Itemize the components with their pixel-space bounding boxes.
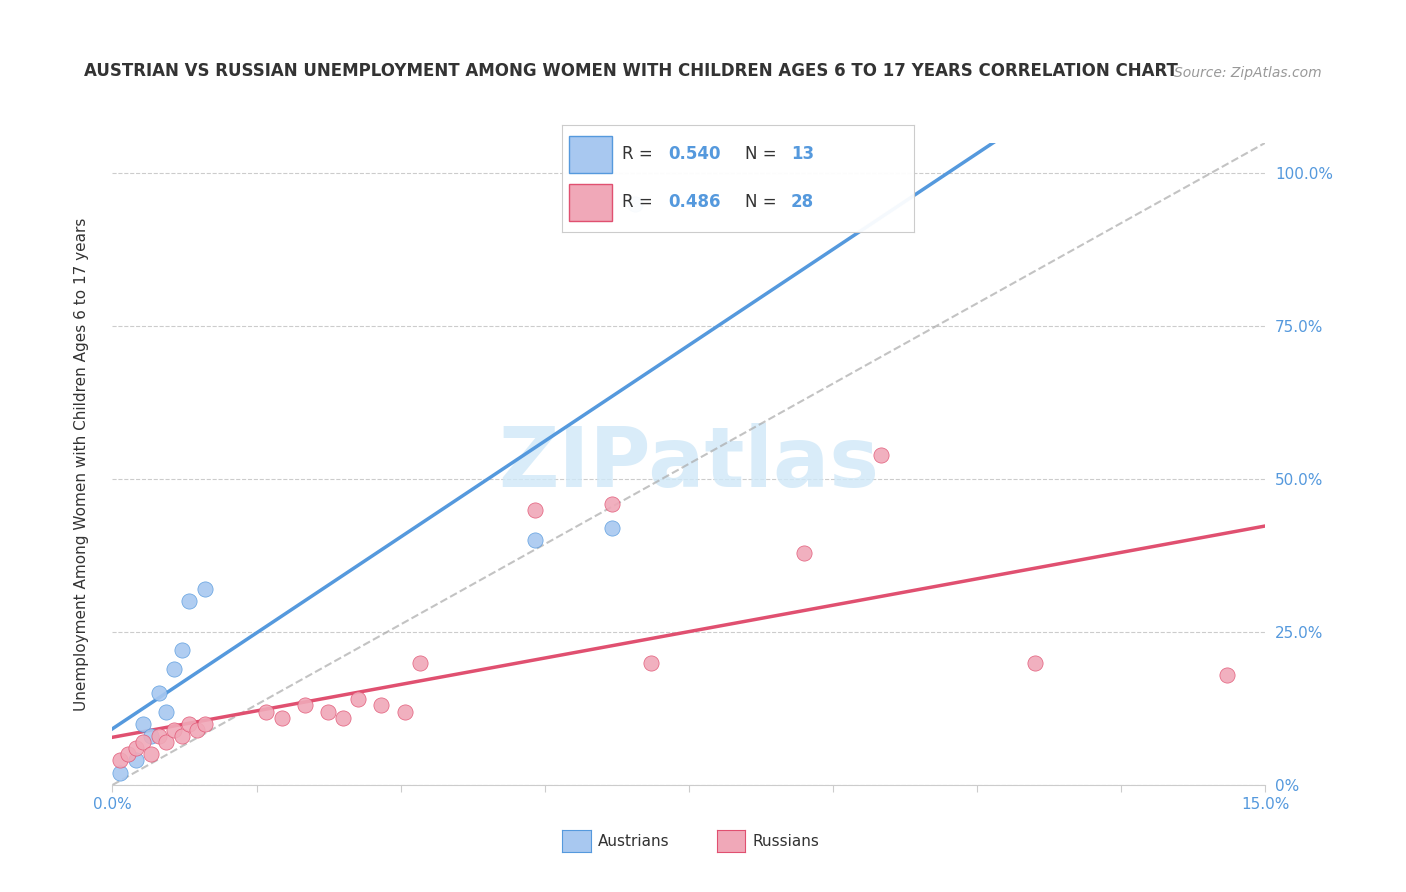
Point xyxy=(132,735,155,749)
Point xyxy=(270,711,292,725)
Point xyxy=(163,723,186,737)
Point xyxy=(139,729,162,743)
Y-axis label: Unemployment Among Women with Children Ages 6 to 17 years: Unemployment Among Women with Children A… xyxy=(75,217,89,711)
Point xyxy=(1216,668,1239,682)
Point xyxy=(163,662,186,676)
Point xyxy=(124,754,146,768)
Point xyxy=(194,716,217,731)
Point xyxy=(347,692,370,706)
Point xyxy=(793,545,815,559)
Point xyxy=(179,716,201,731)
Text: 13: 13 xyxy=(790,145,814,162)
Text: 0.540: 0.540 xyxy=(668,145,720,162)
Text: ZIPatlas: ZIPatlas xyxy=(499,424,879,504)
Point xyxy=(600,497,623,511)
Point xyxy=(108,765,131,780)
Text: Source: ZipAtlas.com: Source: ZipAtlas.com xyxy=(1174,66,1322,80)
Point xyxy=(370,698,392,713)
Point xyxy=(600,521,623,535)
Point xyxy=(117,747,139,762)
Point xyxy=(155,705,177,719)
Point xyxy=(294,698,316,713)
Point xyxy=(124,741,146,756)
Point xyxy=(148,686,170,700)
Point xyxy=(254,705,277,719)
Point xyxy=(624,197,647,211)
Point xyxy=(155,735,177,749)
Point xyxy=(870,448,893,462)
FancyBboxPatch shape xyxy=(569,184,612,221)
Point xyxy=(186,723,208,737)
Point xyxy=(170,729,193,743)
Text: Austrians: Austrians xyxy=(598,834,669,848)
Point xyxy=(316,705,339,719)
Text: R =: R = xyxy=(621,193,658,211)
Point xyxy=(170,643,193,657)
Text: Russians: Russians xyxy=(752,834,820,848)
Point xyxy=(194,582,217,597)
Point xyxy=(139,747,162,762)
Point xyxy=(132,716,155,731)
Point xyxy=(409,656,432,670)
Text: N =: N = xyxy=(745,193,782,211)
Text: N =: N = xyxy=(745,145,782,162)
Point xyxy=(394,705,416,719)
Text: 0.486: 0.486 xyxy=(668,193,720,211)
Point xyxy=(640,656,662,670)
Text: R =: R = xyxy=(621,145,658,162)
Point xyxy=(108,754,131,768)
Text: AUSTRIAN VS RUSSIAN UNEMPLOYMENT AMONG WOMEN WITH CHILDREN AGES 6 TO 17 YEARS CO: AUSTRIAN VS RUSSIAN UNEMPLOYMENT AMONG W… xyxy=(84,62,1178,80)
Text: 28: 28 xyxy=(790,193,814,211)
Point xyxy=(332,711,354,725)
Point xyxy=(179,594,201,608)
Point xyxy=(524,533,547,548)
Point xyxy=(148,729,170,743)
Point xyxy=(1024,656,1046,670)
FancyBboxPatch shape xyxy=(569,136,612,173)
Point xyxy=(524,502,547,516)
